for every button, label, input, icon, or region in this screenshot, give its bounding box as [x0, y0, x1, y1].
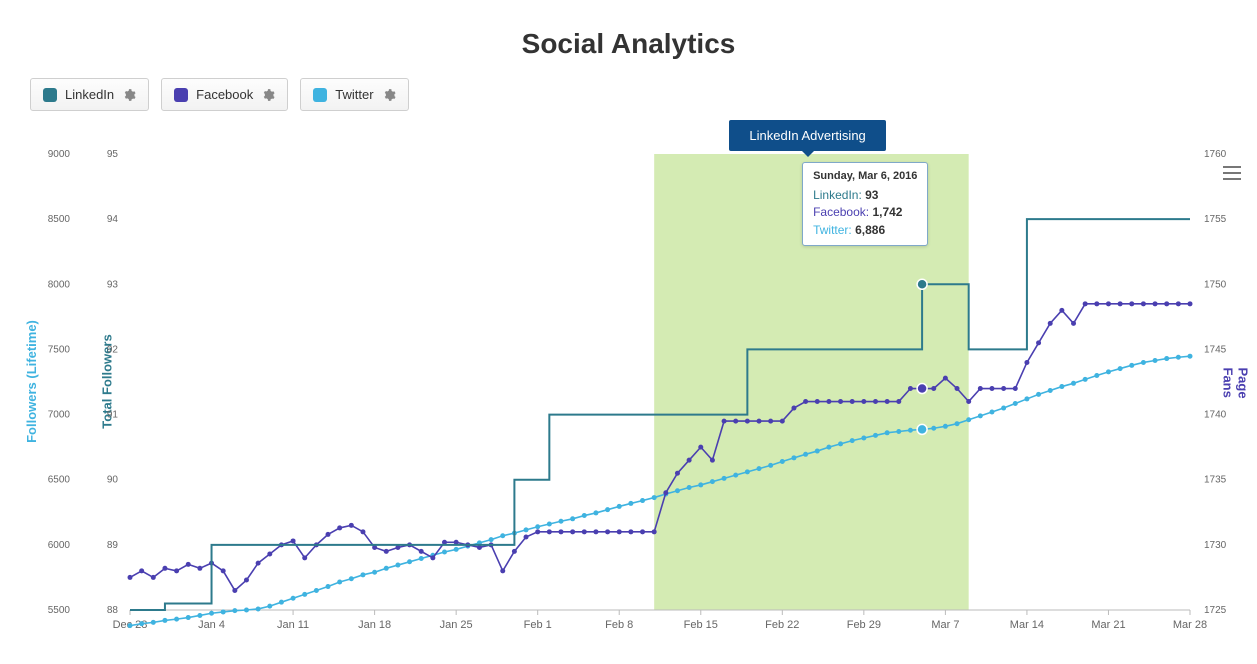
svg-text:1725: 1725	[1204, 605, 1227, 616]
svg-text:Mar 14: Mar 14	[1010, 619, 1044, 631]
svg-text:Jan 11: Jan 11	[277, 619, 309, 631]
svg-text:89: 89	[107, 540, 119, 551]
svg-text:95: 95	[107, 149, 119, 160]
svg-text:94: 94	[107, 214, 119, 225]
page-title: Social Analytics	[24, 28, 1233, 60]
tooltip-row: Twitter: 6,886	[813, 222, 917, 239]
svg-text:Jan 18: Jan 18	[358, 619, 391, 631]
legend-label-twitter: Twitter	[335, 87, 373, 102]
svg-text:8000: 8000	[48, 279, 71, 290]
svg-text:7500: 7500	[48, 344, 71, 355]
y-axis-title-linkedin: Total Followers	[100, 334, 115, 428]
svg-text:1760: 1760	[1204, 149, 1227, 160]
y-axis-title-twitter: Followers (Lifetime)	[24, 320, 39, 443]
svg-text:93: 93	[107, 279, 119, 290]
legend-swatch-twitter	[313, 88, 327, 102]
legend-label-linkedin: LinkedIn	[65, 87, 114, 102]
svg-text:Mar 7: Mar 7	[931, 619, 959, 631]
legend-item-twitter[interactable]: Twitter	[300, 78, 408, 111]
svg-text:1745: 1745	[1204, 344, 1227, 355]
svg-text:Mar 28: Mar 28	[1173, 619, 1207, 631]
legend-row: LinkedIn Facebook Twitter	[30, 78, 1233, 111]
svg-text:Feb 1: Feb 1	[524, 619, 552, 631]
gear-icon[interactable]	[122, 88, 136, 102]
svg-text:5500: 5500	[48, 605, 71, 616]
svg-text:1740: 1740	[1204, 410, 1227, 421]
svg-text:Dec 28: Dec 28	[113, 619, 148, 631]
annotation-linkedin-advertising[interactable]: LinkedIn Advertising	[729, 120, 885, 151]
svg-text:1730: 1730	[1204, 540, 1227, 551]
legend-item-linkedin[interactable]: LinkedIn	[30, 78, 149, 111]
svg-text:6500: 6500	[48, 475, 71, 486]
svg-text:Feb 22: Feb 22	[765, 619, 799, 631]
svg-text:8500: 8500	[48, 214, 71, 225]
hamburger-icon[interactable]	[1223, 166, 1241, 180]
svg-text:Mar 21: Mar 21	[1091, 619, 1125, 631]
tooltip-row: LinkedIn: 93	[813, 187, 917, 204]
svg-text:Feb 29: Feb 29	[847, 619, 881, 631]
svg-text:90: 90	[107, 475, 119, 486]
legend-label-facebook: Facebook	[196, 87, 253, 102]
svg-text:Feb 8: Feb 8	[605, 619, 633, 631]
chart-tooltip: Sunday, Mar 6, 2016 LinkedIn: 93Facebook…	[802, 162, 928, 246]
svg-text:Feb 15: Feb 15	[684, 619, 718, 631]
svg-text:88: 88	[107, 605, 119, 616]
gear-icon[interactable]	[382, 88, 396, 102]
svg-text:1750: 1750	[1204, 279, 1227, 290]
svg-text:6000: 6000	[48, 540, 71, 551]
legend-item-facebook[interactable]: Facebook	[161, 78, 288, 111]
tooltip-row: Facebook: 1,742	[813, 204, 917, 221]
legend-swatch-linkedin	[43, 88, 57, 102]
svg-text:Jan 4: Jan 4	[198, 619, 225, 631]
tooltip-header: Sunday, Mar 6, 2016	[813, 169, 917, 185]
y-axis-title-facebook: Page Fans	[1221, 368, 1251, 411]
svg-text:7000: 7000	[48, 410, 71, 421]
legend-swatch-facebook	[174, 88, 188, 102]
gear-icon[interactable]	[261, 88, 275, 102]
svg-text:Jan 25: Jan 25	[440, 619, 473, 631]
svg-text:1735: 1735	[1204, 475, 1227, 486]
svg-text:1755: 1755	[1204, 214, 1227, 225]
annotation-label: LinkedIn Advertising	[749, 128, 865, 143]
svg-text:9000: 9000	[48, 149, 71, 160]
